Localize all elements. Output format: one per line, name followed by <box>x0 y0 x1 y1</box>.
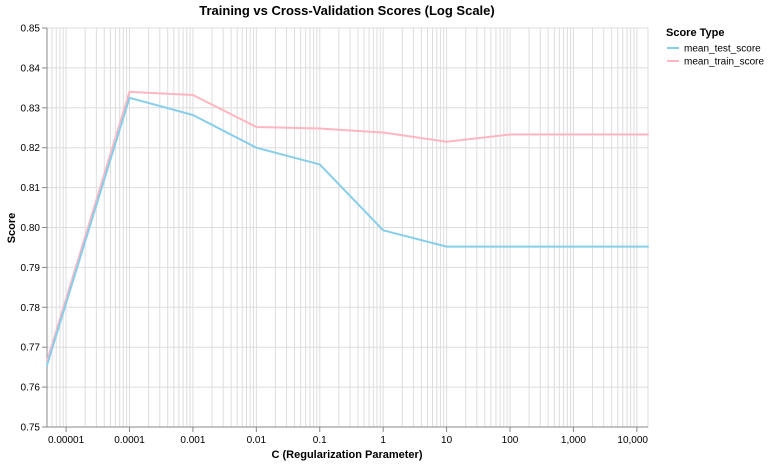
x-tick-label: 0.00001 <box>48 435 85 446</box>
x-tick-label: 1 <box>380 435 386 446</box>
x-tick-label: 0.0001 <box>114 435 145 446</box>
legend-label: mean_test_score <box>684 44 761 55</box>
grid <box>47 27 648 428</box>
legend-label: mean_train_score <box>684 57 764 68</box>
chart-title: Training vs Cross-Validation Scores (Log… <box>199 3 494 18</box>
series-line-mean-test-score <box>46 96 649 367</box>
x-tick-label: 0.01 <box>247 435 267 446</box>
y-tick-label: 0.81 <box>21 183 41 194</box>
y-tick-label: 0.85 <box>21 24 41 35</box>
x-tick-label: 1,000 <box>561 435 586 446</box>
y-tick-label: 0.79 <box>21 263 41 274</box>
y-tick-label: 0.77 <box>21 343 41 354</box>
y-tick-label: 0.78 <box>21 303 41 314</box>
series-line-mean-train-score <box>46 90 649 363</box>
y-tick-label: 0.80 <box>21 223 41 234</box>
y-tick-label: 0.83 <box>21 103 41 114</box>
legend: Score Type mean_test_score mean_train_sco… <box>666 27 764 68</box>
y-tick-label: 0.75 <box>21 423 41 434</box>
x-tick-label: 10 <box>441 435 453 446</box>
x-tick-label: 10,000 <box>617 435 648 446</box>
y-tick-label: 0.76 <box>21 383 41 394</box>
y-tick-label: 0.82 <box>21 143 41 154</box>
legend-items: mean_test_score mean_train_score <box>667 44 764 68</box>
y-axis-title: Score <box>6 213 18 244</box>
series <box>46 90 649 367</box>
legend-title: Score Type <box>666 27 725 39</box>
x-tick-label: 0.001 <box>180 435 205 446</box>
x-tick-label: 0.1 <box>313 435 327 446</box>
y-tick-label: 0.84 <box>21 63 41 74</box>
x-axis-ticks: 0.00001 0.0001 0.001 0.01 0.1 1 10 100 1,000 10,0… <box>48 427 648 446</box>
x-tick-label: 100 <box>502 435 519 446</box>
y-axis-ticks: 0.75 0.76 0.77 0.78 0.79 0.80 0.81 0.82 0.83 0.84… <box>21 24 47 434</box>
x-axis-title: C (Regularization Parameter) <box>272 449 423 461</box>
